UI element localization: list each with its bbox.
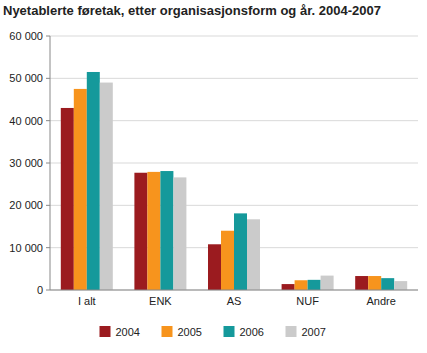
legend-label: 2005	[178, 326, 202, 338]
bar	[208, 244, 221, 290]
y-axis	[50, 36, 51, 290]
bar	[295, 280, 308, 290]
title: Nyetablerte føretak, etter organisasjons…	[3, 3, 381, 18]
y-tick	[46, 36, 50, 37]
bar	[394, 281, 407, 290]
grid-line	[50, 36, 418, 37]
legend-swatch	[100, 326, 111, 337]
y-tick-label: 60 000	[9, 30, 43, 42]
bar	[74, 89, 87, 290]
y-tick-label: 0	[37, 284, 43, 296]
bar	[308, 280, 321, 290]
legend-swatch	[286, 326, 297, 337]
bar	[234, 213, 247, 290]
y-tick	[46, 247, 50, 248]
y-tick-label: 10 000	[9, 242, 43, 254]
y-tick-label: 40 000	[9, 115, 43, 127]
bar	[368, 276, 381, 290]
legend-swatch	[224, 326, 235, 337]
bar	[282, 284, 295, 290]
chart-svg: Nyetablerte føretak, etter organisasjons…	[0, 0, 427, 353]
bar	[100, 83, 113, 290]
x-tick-label: I alt	[78, 295, 96, 307]
bar	[221, 231, 234, 290]
bar	[355, 276, 368, 290]
chart-container: Nyetablerte føretak, etter organisasjons…	[0, 0, 427, 353]
bar	[61, 108, 74, 290]
y-tick	[46, 120, 50, 121]
y-tick-label: 50 000	[9, 72, 43, 84]
bar	[147, 172, 160, 290]
x-tick-label: Andre	[367, 295, 396, 307]
y-tick	[46, 205, 50, 206]
x-tick-label: NUF	[296, 295, 319, 307]
bar	[134, 173, 147, 290]
bar	[87, 72, 100, 290]
y-tick-label: 30 000	[9, 157, 43, 169]
y-tick	[46, 163, 50, 164]
grid-line	[50, 290, 418, 291]
bar	[247, 219, 260, 290]
x-axis	[50, 290, 418, 291]
y-tick	[46, 290, 50, 291]
bar	[381, 278, 394, 290]
grid-line	[50, 78, 418, 79]
bar	[173, 177, 186, 290]
legend-label: 2006	[240, 326, 264, 338]
bars	[61, 72, 407, 290]
legend-label: 2004	[116, 326, 140, 338]
legend-swatch	[162, 326, 173, 337]
bar	[160, 171, 173, 290]
legend-label: 2007	[302, 326, 326, 338]
x-tick-label: AS	[227, 295, 242, 307]
x-tick-label: ENK	[149, 295, 172, 307]
y-tick	[46, 78, 50, 79]
bar	[321, 276, 334, 290]
y-tick-label: 20 000	[9, 199, 43, 211]
